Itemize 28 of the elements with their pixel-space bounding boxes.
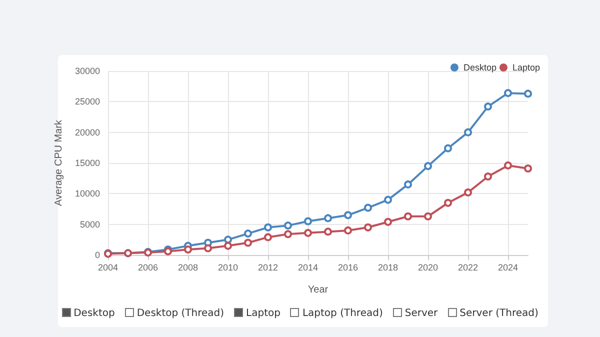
x-tick-label: 2022 (458, 262, 478, 272)
x-tick-label: 2016 (338, 262, 358, 272)
legend-label: Laptop (512, 62, 540, 72)
x-tick-label: 2018 (378, 262, 398, 272)
y-axis-title: Average CPU Mark (54, 119, 65, 206)
x-tick-label: 2006 (138, 262, 158, 272)
y-tick-label: 20000 (74, 127, 100, 138)
x-tick-label: 2008 (178, 262, 198, 272)
y-tick-label: 10000 (74, 188, 100, 199)
text: Laptop (245, 308, 280, 319)
x-tick-label: 2004 (98, 262, 118, 272)
y-tick-label: 15000 (74, 158, 100, 168)
x-tick-label: 2014 (298, 262, 318, 272)
x-tick-label: 2012 (258, 262, 278, 272)
x-tick-label: 2010 (218, 262, 238, 272)
legend-label: Desktop (463, 62, 496, 72)
y-tick-label: 30000 (74, 66, 100, 76)
y-tick-label: 0 (94, 250, 100, 260)
x-tick-label: 2020 (418, 262, 438, 272)
text: Server (Thread) (458, 308, 538, 319)
text: Desktop (72, 308, 115, 319)
text: Laptop (Thread) (301, 308, 383, 319)
x-tick-label: 2024 (498, 262, 518, 272)
text: Desktop (Thread) (136, 308, 224, 319)
y-tick-label: 25000 (74, 96, 100, 107)
y-tick-label: 5000 (80, 219, 100, 230)
text: Server (404, 308, 438, 319)
x-axis-title: Year (308, 284, 329, 296)
